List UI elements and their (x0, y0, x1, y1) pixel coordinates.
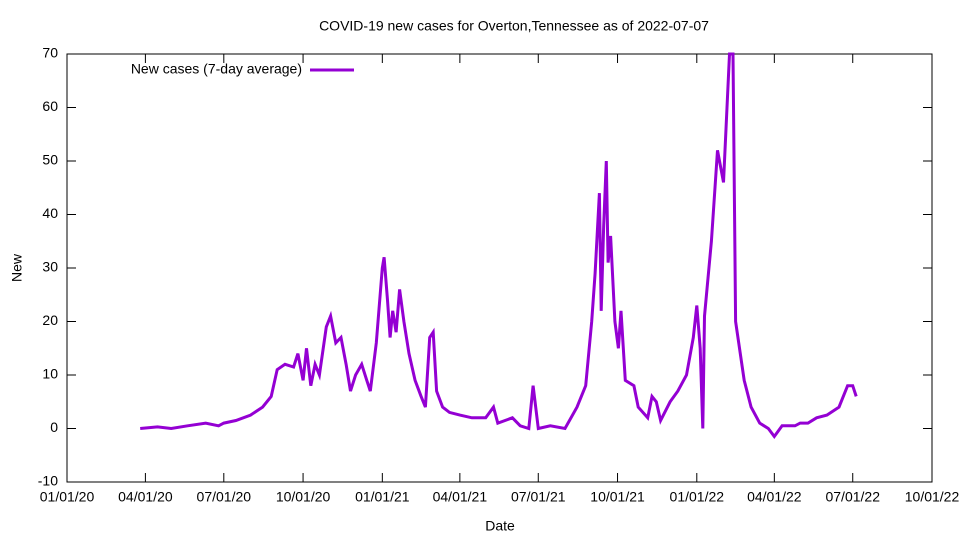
x-tick-label: 10/01/21 (590, 489, 645, 505)
x-axis-label: Date (485, 518, 515, 534)
x-tick-label: 07/01/22 (825, 489, 880, 505)
x-tick-label: 01/01/22 (670, 489, 725, 505)
plot-frame (66, 53, 933, 483)
data-line (140, 52, 858, 440)
x-tick-label: 04/01/20 (118, 489, 173, 505)
y-tick-label: 70 (42, 45, 58, 61)
y-tick-label: 10 (42, 366, 58, 382)
x-tick-label: 10/01/22 (905, 489, 960, 505)
y-tick-label: 0 (50, 419, 58, 435)
y-axis-label: New (9, 253, 25, 282)
y-tick-label: -10 (38, 473, 58, 489)
y-tick-label: 40 (42, 205, 58, 221)
y-tick-label: 30 (42, 259, 58, 275)
legend-label: New cases (7-day average) (131, 61, 302, 77)
y-tick-label: 60 (42, 98, 58, 114)
x-tick-label: 07/01/20 (197, 489, 252, 505)
x-tick-label: 01/01/21 (355, 489, 410, 505)
x-tick-label: 04/01/22 (747, 489, 802, 505)
x-tick-label: 10/01/20 (276, 489, 331, 505)
x-tick-label: 07/01/21 (511, 489, 566, 505)
x-tick-label: 04/01/21 (433, 489, 488, 505)
x-tick-label: 01/01/20 (40, 489, 95, 505)
y-tick-label: 50 (42, 152, 58, 168)
chart-title: COVID-19 new cases for Overton,Tennessee… (319, 18, 709, 34)
y-tick-label: 20 (42, 312, 58, 328)
